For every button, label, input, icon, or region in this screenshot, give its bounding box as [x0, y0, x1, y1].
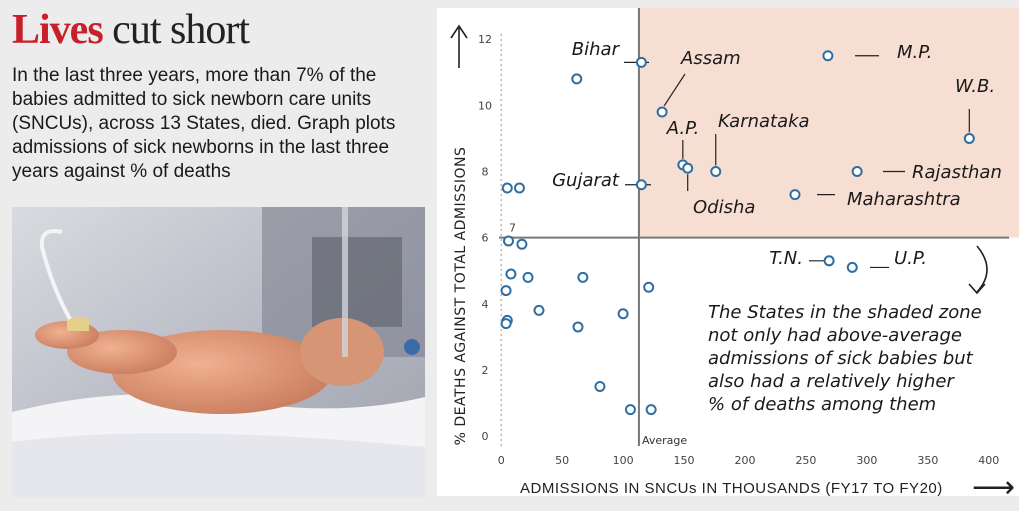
leader-line: [663, 73, 686, 107]
data-point: [594, 380, 606, 392]
point-label-up: U.P.: [894, 248, 927, 269]
y-tick-label: 10: [478, 99, 492, 112]
average-x-label: Average: [642, 434, 687, 447]
data-point: [572, 321, 584, 333]
data-point: [501, 182, 513, 194]
y-tick-label: 12: [478, 33, 492, 46]
x-tick-label: 150: [674, 454, 695, 467]
curved-arrow-icon: [976, 245, 988, 293]
point-label-karnataka: Karnataka: [718, 111, 810, 132]
x-axis-label: ADMISSIONS IN SNCUs IN THOUSANDS (FY17 T…: [520, 480, 943, 497]
data-point: [635, 179, 647, 191]
point-label-ap: A.P.: [666, 118, 699, 139]
point-label-tn: T.N.: [769, 248, 803, 269]
point-label-odisha: Odisha: [693, 197, 755, 218]
shaded-zone: [638, 8, 1019, 238]
data-point: [682, 162, 694, 174]
y-tick-label: 0: [482, 430, 489, 443]
data-point: [500, 285, 512, 297]
intro-text: In the last three years, more than 7% of…: [12, 65, 396, 182]
data-point: [522, 271, 534, 283]
point-label-maharashtra: Maharashtra: [847, 189, 961, 210]
data-point: [571, 73, 583, 85]
x-tick-label: 250: [795, 454, 816, 467]
x-tick-label: 50: [555, 454, 569, 467]
arrow-up-icon: [450, 24, 468, 68]
headline-rest: cut short: [102, 7, 250, 53]
newborn-photo: [12, 207, 425, 497]
data-point: [577, 271, 589, 283]
y-tick-label: 2: [482, 364, 489, 377]
data-point: [822, 50, 834, 62]
arrowhead-icon: [968, 283, 986, 295]
arrow-right-icon: ⟶: [972, 471, 1016, 504]
data-point: [645, 404, 657, 416]
data-point: [516, 238, 528, 250]
y-tick-label: 6: [482, 232, 489, 245]
scatter-chart: 7 Average 0 2 4 6 8 10 12 0 50 100 150 200 250 300 350 40…: [450, 8, 1019, 467]
y-axis-label: % DEATHS AGAINST TOTAL ADMISSIONS: [453, 147, 469, 446]
point-label-bihar: Bihar: [572, 39, 621, 60]
data-point: [789, 189, 801, 201]
data-point: [617, 308, 629, 320]
data-point: [500, 318, 512, 330]
data-point: [823, 255, 835, 267]
data-point: [624, 404, 636, 416]
data-point: [635, 56, 647, 68]
data-point: [656, 106, 668, 118]
y-tick-label: 4: [482, 298, 489, 311]
point-label-wb: W.B.: [955, 76, 995, 97]
x-tick-label: 200: [735, 454, 756, 467]
point-label-mp: M.P.: [897, 42, 932, 63]
data-point: [851, 166, 863, 178]
y-tick-label: 8: [482, 166, 489, 179]
newborn-in-incubator-photo: [12, 207, 425, 497]
x-tick-label: 350: [917, 454, 938, 467]
point-label-gujarat: Gujarat: [552, 170, 620, 191]
x-tick-label: 400: [978, 454, 999, 467]
point-label-rajasthan: Rajasthan: [912, 162, 1002, 183]
data-point: [533, 304, 545, 316]
data-point: [513, 182, 525, 194]
headline: Lives cut short: [12, 6, 250, 54]
data-point: [846, 261, 858, 273]
average-y-label: 7: [509, 222, 516, 235]
annotation-text: The States in the shaded zone not only ha…: [708, 302, 982, 415]
x-tick-label: 0: [498, 454, 505, 467]
headline-lead: Lives: [12, 7, 104, 53]
x-tick-label: 300: [856, 454, 877, 467]
data-point: [643, 281, 655, 293]
chart-panel: 7 Average 0 2 4 6 8 10 12 0 50 100 150 200 250 300 350 40…: [437, 8, 1019, 496]
x-tick-label: 100: [613, 454, 634, 467]
point-label-assam: Assam: [680, 48, 741, 69]
data-point: [963, 132, 975, 144]
data-point: [503, 235, 515, 247]
data-point: [710, 166, 722, 178]
data-point: [505, 268, 517, 280]
